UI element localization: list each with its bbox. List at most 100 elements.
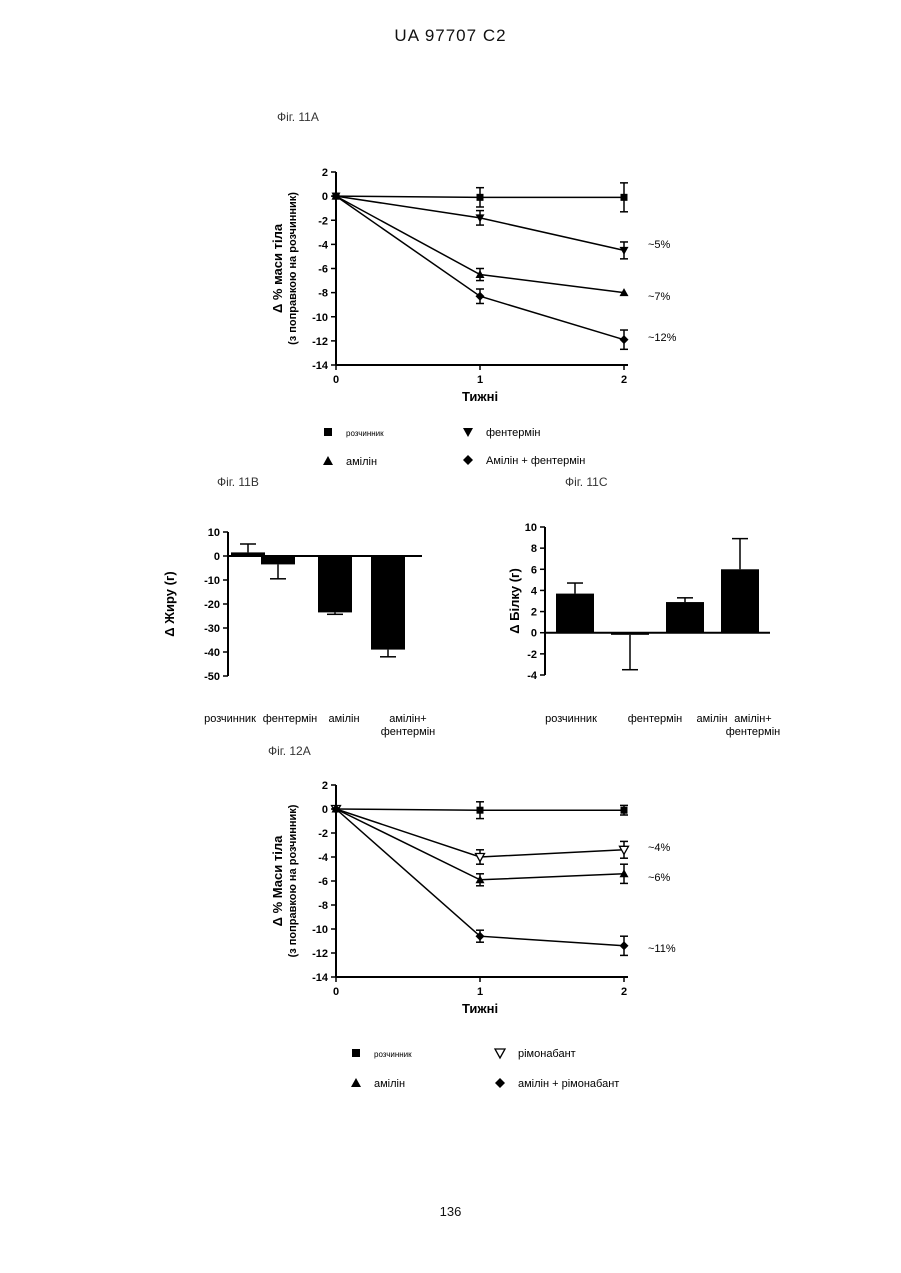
data-point bbox=[476, 270, 485, 278]
y-tick-label: 8 bbox=[531, 543, 537, 555]
data-point bbox=[476, 292, 485, 301]
y-tick-label: 0 bbox=[322, 191, 328, 203]
y-tick-label: -10 bbox=[312, 312, 328, 324]
x-tick-label: 0 bbox=[333, 986, 339, 998]
bar bbox=[556, 594, 594, 633]
y-tick-label: -2 bbox=[318, 215, 328, 227]
y-tick-label: -30 bbox=[204, 623, 220, 635]
y-axis-title: Δ Білку (г) bbox=[507, 568, 522, 634]
percent-annotation: ~4% bbox=[648, 842, 671, 854]
legend-marker bbox=[495, 1078, 505, 1088]
legend-label: розчинник bbox=[374, 1050, 412, 1059]
legend-marker bbox=[352, 1049, 360, 1057]
y-axis-subtitle: (з поправкою на розчинник) bbox=[287, 804, 299, 957]
x-axis-title: Тижні bbox=[462, 1001, 498, 1016]
series-square bbox=[333, 802, 629, 819]
legend-marker bbox=[351, 1078, 361, 1087]
category-label-line: амілін+ bbox=[389, 713, 427, 725]
y-tick-label: 2 bbox=[322, 167, 328, 179]
percent-annotation: ~7% bbox=[648, 291, 671, 303]
bar bbox=[261, 556, 295, 564]
patent-header: UA 97707 C2 bbox=[0, 26, 901, 46]
category-label: амілін+фентермін bbox=[381, 713, 435, 738]
y-tick-label: -40 bbox=[204, 647, 220, 659]
y-tick-label: -50 bbox=[204, 671, 220, 683]
data-point bbox=[620, 941, 629, 950]
data-point bbox=[620, 247, 629, 255]
y-tick-label: 0 bbox=[214, 551, 220, 563]
data-point bbox=[620, 335, 629, 344]
bar bbox=[371, 556, 405, 650]
fig-11b-chart: 10 0 -10 -20 -30 -40 -50 Δ Жиру (г) розчинник фен… bbox=[160, 520, 450, 745]
data-point bbox=[477, 807, 484, 814]
bar-group bbox=[371, 556, 405, 657]
bar-group bbox=[261, 556, 295, 579]
data-point bbox=[477, 194, 484, 201]
fig-11a-chart: 20-2-4-6-8-10-12-14012ТижніΔ % маси тіла… bbox=[260, 160, 720, 480]
category-label: амілін bbox=[696, 713, 727, 725]
legend-label: рімонабант bbox=[518, 1048, 576, 1060]
legend-marker bbox=[463, 455, 473, 465]
percent-annotation: ~6% bbox=[648, 872, 671, 884]
bar-group bbox=[611, 633, 649, 670]
percent-annotation: ~11% bbox=[648, 943, 676, 955]
y-tick-label: 10 bbox=[208, 527, 220, 539]
data-point bbox=[621, 194, 628, 201]
y-tick-label: -8 bbox=[318, 288, 328, 300]
category-label-line: фентермін bbox=[381, 726, 435, 738]
y-axis-title: Δ % маси тіла bbox=[270, 223, 285, 313]
y-tick-label: -6 bbox=[318, 264, 328, 276]
bar bbox=[231, 552, 265, 556]
category-label: розчинник bbox=[545, 713, 597, 725]
legend-marker bbox=[463, 428, 473, 437]
category-label: фентермін bbox=[628, 713, 682, 725]
y-tick-label: -2 bbox=[318, 828, 328, 840]
y-tick-label: -4 bbox=[527, 670, 538, 682]
x-axis-title: Тижні bbox=[462, 389, 498, 404]
y-tick-label: 0 bbox=[531, 628, 537, 640]
bar-group bbox=[666, 598, 704, 633]
legend-label: амілін + рімонабант bbox=[518, 1078, 619, 1090]
y-tick-label: -12 bbox=[312, 948, 328, 960]
y-tick-label: -2 bbox=[527, 649, 537, 661]
legend-marker bbox=[323, 456, 333, 465]
y-tick-label: -20 bbox=[204, 599, 220, 611]
legend-marker bbox=[495, 1049, 505, 1058]
bar-group bbox=[231, 544, 265, 556]
legend-label: Амілін + фентермін bbox=[486, 455, 585, 467]
page-number: 136 bbox=[0, 1204, 901, 1219]
y-axis-title: Δ Жиру (г) bbox=[162, 571, 177, 636]
x-tick-label: 0 bbox=[333, 374, 339, 386]
y-tick-label: -4 bbox=[318, 239, 329, 251]
y-axis-title: Δ % Маси тіла bbox=[270, 835, 285, 926]
x-tick-label: 2 bbox=[621, 986, 627, 998]
legend-label: розчинник bbox=[346, 429, 384, 438]
bar bbox=[666, 602, 704, 633]
y-tick-label: 10 bbox=[525, 522, 537, 534]
y-tick-label: -14 bbox=[312, 360, 329, 372]
fig-12a-chart: 20-2-4-6-8-10-12-14012ТижніΔ % Маси тіла… bbox=[260, 775, 720, 1095]
legend-label: амілін bbox=[374, 1078, 405, 1090]
category-label: амілін bbox=[328, 713, 359, 725]
y-tick-label: -8 bbox=[318, 900, 328, 912]
category-label: амілін+фентермін bbox=[726, 713, 780, 738]
y-tick-label: 0 bbox=[322, 804, 328, 816]
y-tick-label: 2 bbox=[322, 780, 328, 792]
y-tick-label: -10 bbox=[312, 924, 328, 936]
y-tick-label: -6 bbox=[318, 876, 328, 888]
y-axis-subtitle: (з поправкою на розчинник) bbox=[287, 192, 299, 345]
percent-annotation: ~5% bbox=[648, 239, 671, 251]
bar-group bbox=[318, 556, 352, 614]
y-tick-label: -10 bbox=[204, 575, 220, 587]
y-tick-label: 6 bbox=[531, 564, 537, 576]
bar-group bbox=[556, 583, 594, 633]
x-tick-label: 1 bbox=[477, 986, 483, 998]
y-tick-label: -4 bbox=[318, 852, 329, 864]
data-point bbox=[621, 807, 628, 814]
category-label-line: фентермін bbox=[726, 726, 780, 738]
series-square bbox=[333, 183, 629, 212]
legend-marker bbox=[324, 428, 332, 436]
series-line bbox=[336, 809, 624, 880]
category-label: розчинник bbox=[204, 713, 256, 725]
bar bbox=[721, 569, 759, 632]
